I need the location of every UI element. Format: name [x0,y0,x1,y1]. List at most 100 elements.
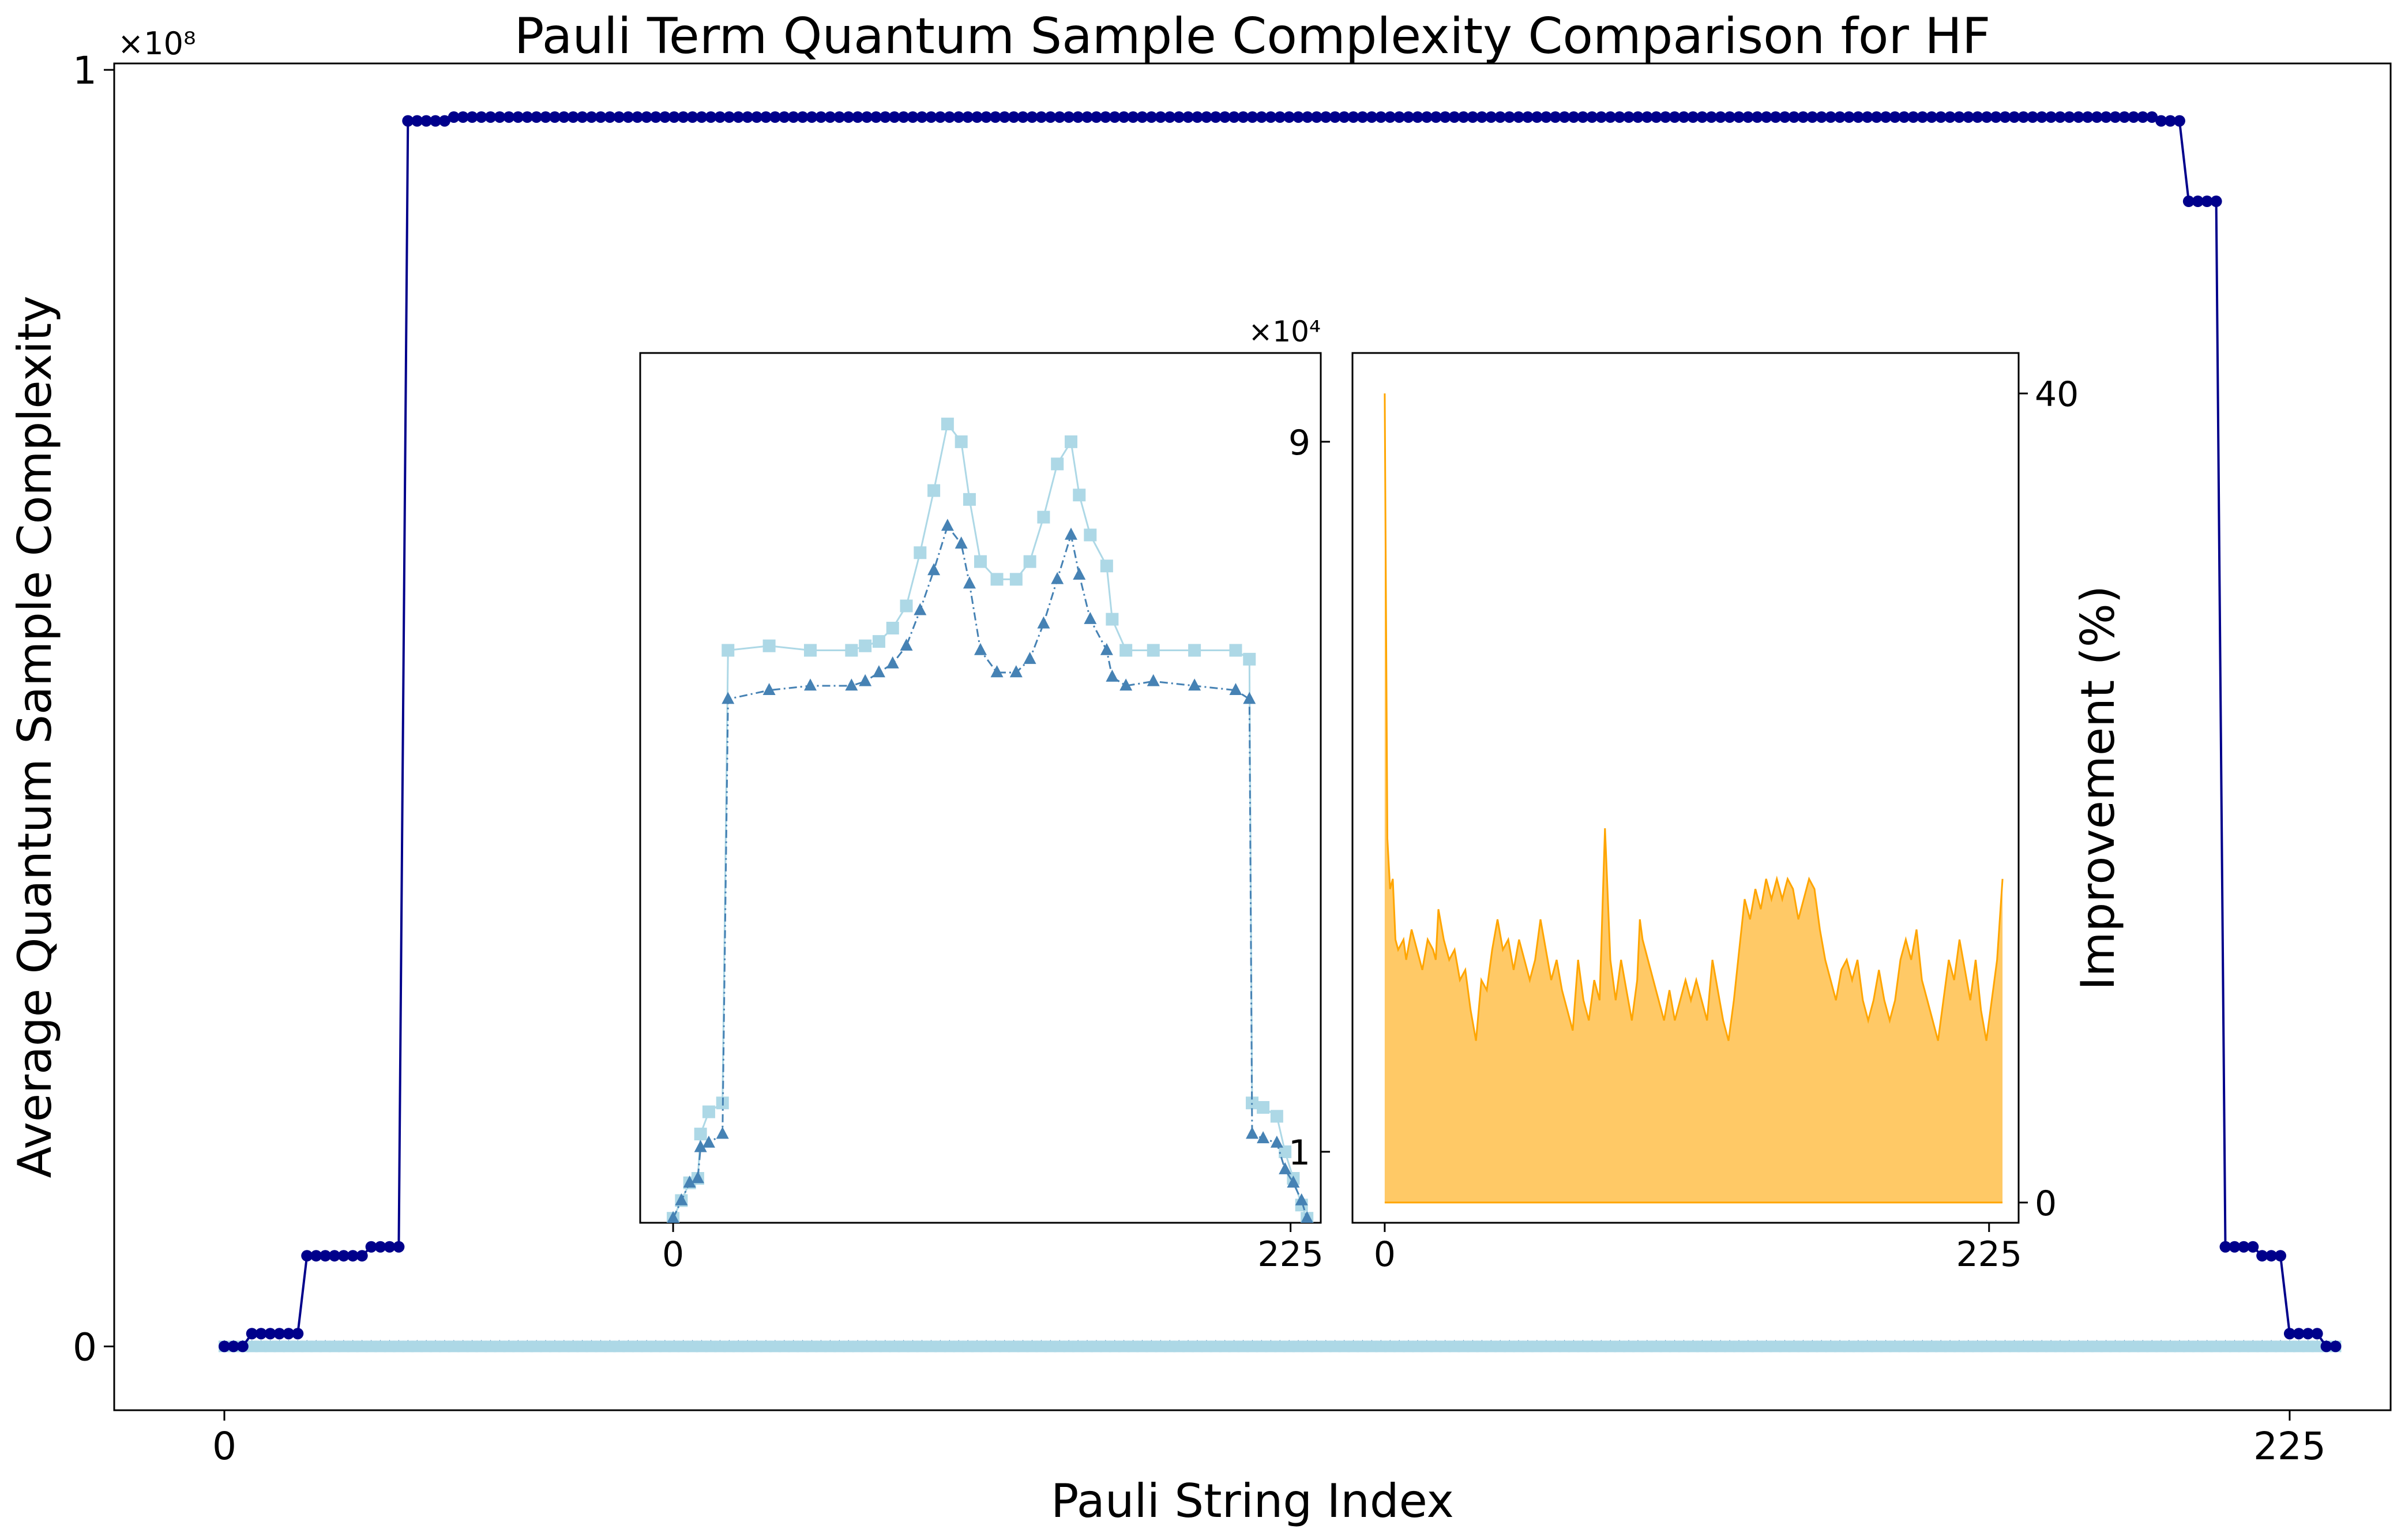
data-point [760,1340,772,1353]
inset1-x-tick-label: 0 [662,1234,684,1275]
inset1-data-point [1023,555,1036,568]
inset1-data-point [1147,674,1160,686]
data-point [2109,1340,2121,1353]
data-point [1549,1340,1561,1353]
data-point [980,111,992,123]
data-point [897,111,910,123]
data-point [264,1340,276,1353]
data-point [1577,1340,1589,1353]
data-point [393,1340,405,1353]
data-point [2173,1340,2185,1353]
inset1-data-point [1257,1131,1270,1144]
inset1-data-point [1279,1162,1292,1174]
data-point [384,1340,396,1353]
data-point [466,1340,478,1353]
inset1-data-point [722,644,735,657]
data-point [1476,111,1488,123]
inset1-data-point [1246,1126,1259,1139]
data-point [1733,1340,1745,1353]
data-point [2219,1241,2231,1253]
data-point [1971,111,1983,123]
data-point [1999,1340,2011,1353]
data-point [1366,1340,1378,1353]
inset1-data-point [1147,644,1160,657]
x-tick-label: 0 [212,1424,236,1468]
data-point [2036,1340,2048,1353]
data-point [393,1241,405,1253]
data-point [558,111,570,123]
data-point [1301,1340,1313,1353]
data-point [732,111,745,123]
data-point [1439,111,1451,123]
data-point [1164,111,1176,123]
data-point [907,111,919,123]
data-point [1632,111,1644,123]
data-point [1347,111,1359,123]
data-point [1292,111,1305,123]
data-point [236,1340,249,1353]
data-point [879,1340,891,1353]
data-point [1751,1340,1763,1353]
data-point [861,111,873,123]
inset1-data-point [1270,1135,1283,1148]
data-point [320,1250,332,1262]
data-point [540,1340,552,1353]
inset1-data-point [1065,527,1078,540]
data-point [301,1340,313,1353]
data-point [512,111,524,123]
data-point [705,1340,717,1353]
data-point [714,1340,726,1353]
data-point [1329,1340,1341,1353]
data-point [659,111,671,123]
data-point [1283,111,1295,123]
data-point [2192,1340,2204,1353]
data-point [824,1340,836,1353]
data-point [1182,111,1194,123]
data-point [2155,115,2167,127]
data-point [347,1340,359,1353]
inset1-data-point [886,656,899,668]
data-point [1816,1340,1828,1353]
inset1-data-point [963,493,976,506]
data-point [1357,1340,1369,1353]
data-point [1063,111,1075,123]
data-point [1971,1340,1983,1353]
data-point [769,111,781,123]
data-point [438,115,450,127]
data-point [328,1250,340,1262]
data-point [1889,111,1901,123]
data-point [1605,1340,1617,1353]
data-point [1870,1340,1883,1353]
inset1-data-point [1106,613,1119,626]
data-point [2128,1340,2140,1353]
data-point [1384,111,1396,123]
inset2-area-fill [1384,393,2003,1203]
data-point [668,111,680,123]
data-point [1237,111,1249,123]
data-point [2008,1340,2020,1353]
data-point [1228,111,1240,123]
data-point [1265,111,1277,123]
inset1-y-multiplier: ×10⁴ [1248,315,1321,348]
data-point [1504,111,1516,123]
data-point [494,1340,506,1353]
data-point [1733,111,1745,123]
data-point [1825,111,1837,123]
data-point [2165,115,2177,127]
data-point [1457,111,1470,123]
data-point [1136,111,1148,123]
data-point [374,1340,386,1353]
data-point [1825,1340,1837,1353]
data-point [1200,111,1212,123]
data-point [420,115,433,127]
data-point [2192,196,2204,208]
data-point [1513,111,1525,123]
inset1-data-point [1119,644,1133,657]
data-point [870,111,882,123]
inset1-data-point [859,639,872,652]
data-point [1256,111,1268,123]
data-point [1742,1340,1754,1353]
data-point [2128,111,2140,123]
data-point [1338,1340,1350,1353]
data-point [301,1250,313,1262]
